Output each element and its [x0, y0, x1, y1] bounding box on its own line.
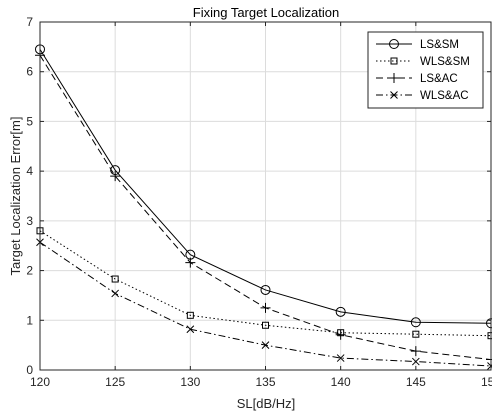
data-point — [185, 257, 196, 268]
y-tick-label: 6 — [26, 65, 33, 79]
data-point — [410, 346, 421, 357]
y-tick-label: 4 — [26, 164, 33, 178]
series-line — [39, 49, 492, 324]
data-point — [261, 341, 270, 349]
axis-ticks: 120 125 130 135 140 145 150 0 1 2 3 4 5 6 7 — [26, 15, 492, 389]
y-tick-label: 3 — [26, 214, 33, 228]
data-point — [111, 275, 119, 283]
x-tick-label: 135 — [255, 375, 275, 389]
x-tick-label: 150 — [481, 375, 492, 389]
data-point — [412, 330, 420, 338]
series-line — [39, 230, 492, 337]
data-point — [111, 289, 120, 298]
data-point — [262, 321, 269, 329]
data-point — [335, 329, 346, 340]
data-point — [260, 284, 271, 295]
x-tick-label: 125 — [105, 375, 125, 389]
legend-label: WLS&AC — [420, 90, 469, 102]
x-tick-label: 130 — [180, 375, 200, 389]
data-point — [186, 311, 194, 319]
data-point — [110, 171, 121, 182]
y-tick-label: 1 — [26, 313, 33, 327]
y-tick-label: 7 — [26, 15, 33, 29]
x-tick-label: 145 — [406, 375, 426, 389]
legend-marker — [389, 73, 399, 83]
data-point — [410, 317, 421, 328]
y-tick-label: 5 — [26, 114, 33, 128]
legend-marker — [389, 39, 399, 49]
series-wls-ac — [36, 238, 492, 370]
x-tick-label: 120 — [30, 375, 50, 389]
y-tick-label: 0 — [26, 363, 33, 377]
data-point — [186, 325, 195, 334]
y-tick-label: 2 — [26, 264, 33, 278]
legend-label: LS&AC — [420, 73, 458, 85]
x-axis-label: SL[dB/Hz] — [237, 396, 296, 411]
x-tick-label: 140 — [331, 375, 351, 389]
legend-label: LS&SM — [420, 39, 459, 51]
legend-marker — [390, 57, 398, 65]
data-point — [260, 302, 271, 313]
data-point — [335, 306, 346, 317]
legend: LS&SM WLS&SM LS&AC WLS&AC — [367, 31, 484, 109]
legend-marker — [390, 91, 398, 99]
legend-label: WLS&SM — [420, 56, 470, 68]
chart-title: Fixing Target Localization — [193, 5, 339, 20]
data-point — [336, 354, 345, 362]
data-point — [411, 357, 420, 366]
y-axis-label: Target Localization Error[m] — [8, 117, 23, 276]
